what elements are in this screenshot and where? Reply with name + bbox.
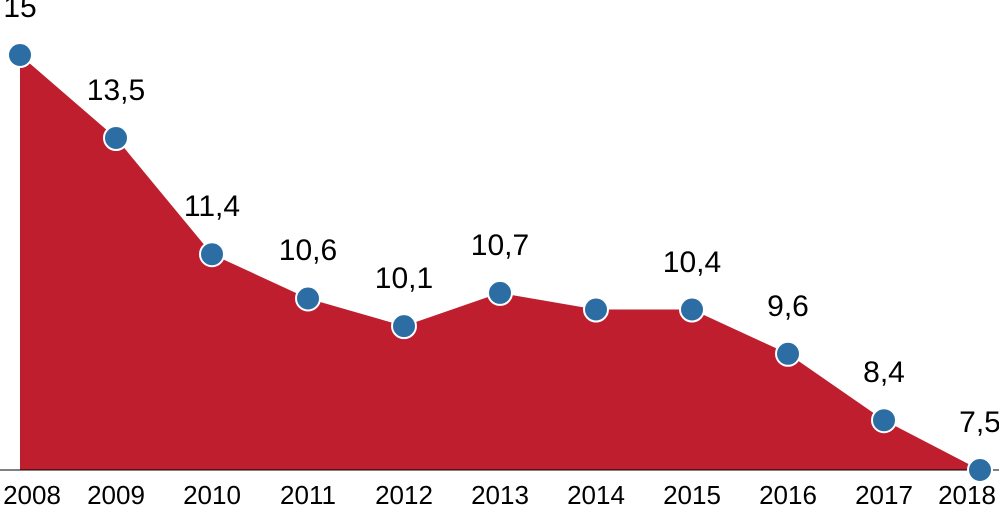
value-label: 10,6 — [279, 234, 337, 268]
data-marker — [680, 298, 704, 322]
x-axis-label: 2009 — [87, 480, 145, 511]
value-label: 7,5 — [959, 406, 999, 440]
x-axis-label: 2010 — [183, 480, 241, 511]
x-axis-label: 2018 — [938, 480, 996, 511]
data-marker — [8, 43, 32, 67]
data-marker — [296, 286, 320, 310]
value-label: 13,5 — [87, 74, 145, 108]
data-marker — [584, 298, 608, 322]
value-label: 9,6 — [767, 290, 809, 324]
value-label: 8,4 — [863, 356, 905, 390]
value-label: 10,7 — [471, 229, 529, 263]
x-axis-label: 2011 — [280, 480, 336, 511]
value-label: 10,1 — [375, 262, 433, 296]
area-chart: 15 13,5 11,4 10,6 10,1 10,7 10,4 9,6 8,4 7,5 2008 2… — [0, 0, 999, 521]
x-axis-label: 2014 — [567, 480, 625, 511]
x-axis-label: 2013 — [471, 480, 529, 511]
data-marker — [392, 314, 416, 338]
value-label: 11,4 — [184, 190, 240, 224]
data-marker — [776, 342, 800, 366]
data-marker — [104, 126, 128, 150]
data-marker — [488, 281, 512, 305]
x-axis-label: 2017 — [855, 480, 913, 511]
data-marker — [200, 242, 224, 266]
x-axis-label: 2008 — [3, 480, 61, 511]
value-label: 15 — [3, 0, 36, 25]
x-axis-label: 2016 — [759, 480, 817, 511]
value-label: 10,4 — [663, 246, 721, 280]
x-axis-label: 2015 — [663, 480, 721, 511]
data-marker — [872, 408, 896, 432]
data-marker — [968, 458, 992, 482]
x-axis-label: 2012 — [375, 480, 433, 511]
